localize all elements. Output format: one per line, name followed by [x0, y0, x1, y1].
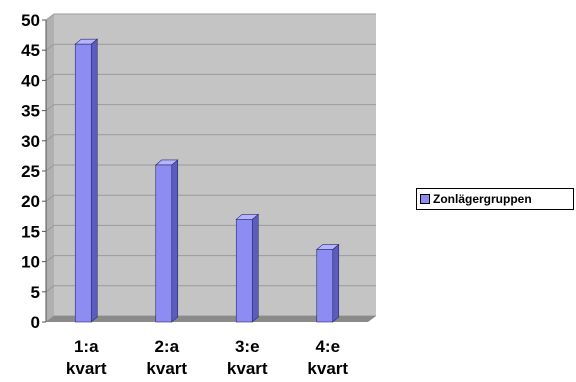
y-axis-ticks: 0 5 10 15 20 25 30 35 40 45 50	[21, 11, 46, 332]
legend-swatch	[420, 194, 430, 204]
y-tick-label: 35	[21, 102, 40, 121]
y-tick-label: 50	[21, 11, 40, 30]
x-category-label-line: 4:e	[315, 337, 340, 356]
x-category-label-line: kvart	[66, 359, 107, 378]
gridline	[45, 73, 376, 81]
plot-floor	[46, 316, 376, 322]
plot-area	[45, 13, 376, 323]
y-tick-label: 40	[21, 71, 40, 90]
y-tick-label: 30	[21, 132, 40, 151]
x-category-label: 3:e kvart	[227, 337, 268, 378]
x-category-label-line: 1:a	[74, 337, 99, 356]
legend-label: Zonlägergruppen	[433, 192, 532, 206]
y-tick-label: 15	[21, 222, 40, 241]
y-tick-label: 45	[21, 41, 40, 60]
x-category-label-line: 3:e	[235, 337, 260, 356]
y-tick-label: 5	[31, 283, 40, 302]
gridline	[45, 43, 376, 51]
y-tick-label: 25	[21, 162, 40, 181]
gridline	[45, 255, 376, 263]
x-category-label: 2:a kvart	[146, 337, 187, 378]
x-category-label-line: 2:a	[154, 337, 179, 356]
gridline	[45, 194, 376, 202]
legend: Zonlägergruppen	[416, 188, 574, 210]
gridline	[45, 104, 376, 111]
gridline	[45, 134, 376, 142]
x-category-label-line: kvart	[307, 359, 348, 378]
gridline	[45, 224, 376, 232]
gridline	[45, 13, 376, 21]
bars	[74, 38, 340, 323]
gridline	[45, 164, 376, 172]
bar	[315, 243, 340, 323]
bar	[154, 159, 179, 323]
y-tick-label: 20	[21, 192, 40, 211]
x-category-label: 1:a kvart	[66, 337, 107, 378]
gridline	[45, 285, 376, 293]
x-category-label-line: kvart	[146, 359, 187, 378]
x-axis-categories: 1:a kvart 2:a kvart 3:e kvart 4:e kvart	[66, 337, 348, 378]
y-tick-label: 0	[31, 313, 40, 332]
bar	[235, 213, 260, 323]
y-tick-label: 10	[21, 253, 40, 272]
x-category-label: 4:e kvart	[307, 337, 348, 378]
bar	[74, 38, 99, 323]
x-category-label-line: kvart	[227, 359, 268, 378]
